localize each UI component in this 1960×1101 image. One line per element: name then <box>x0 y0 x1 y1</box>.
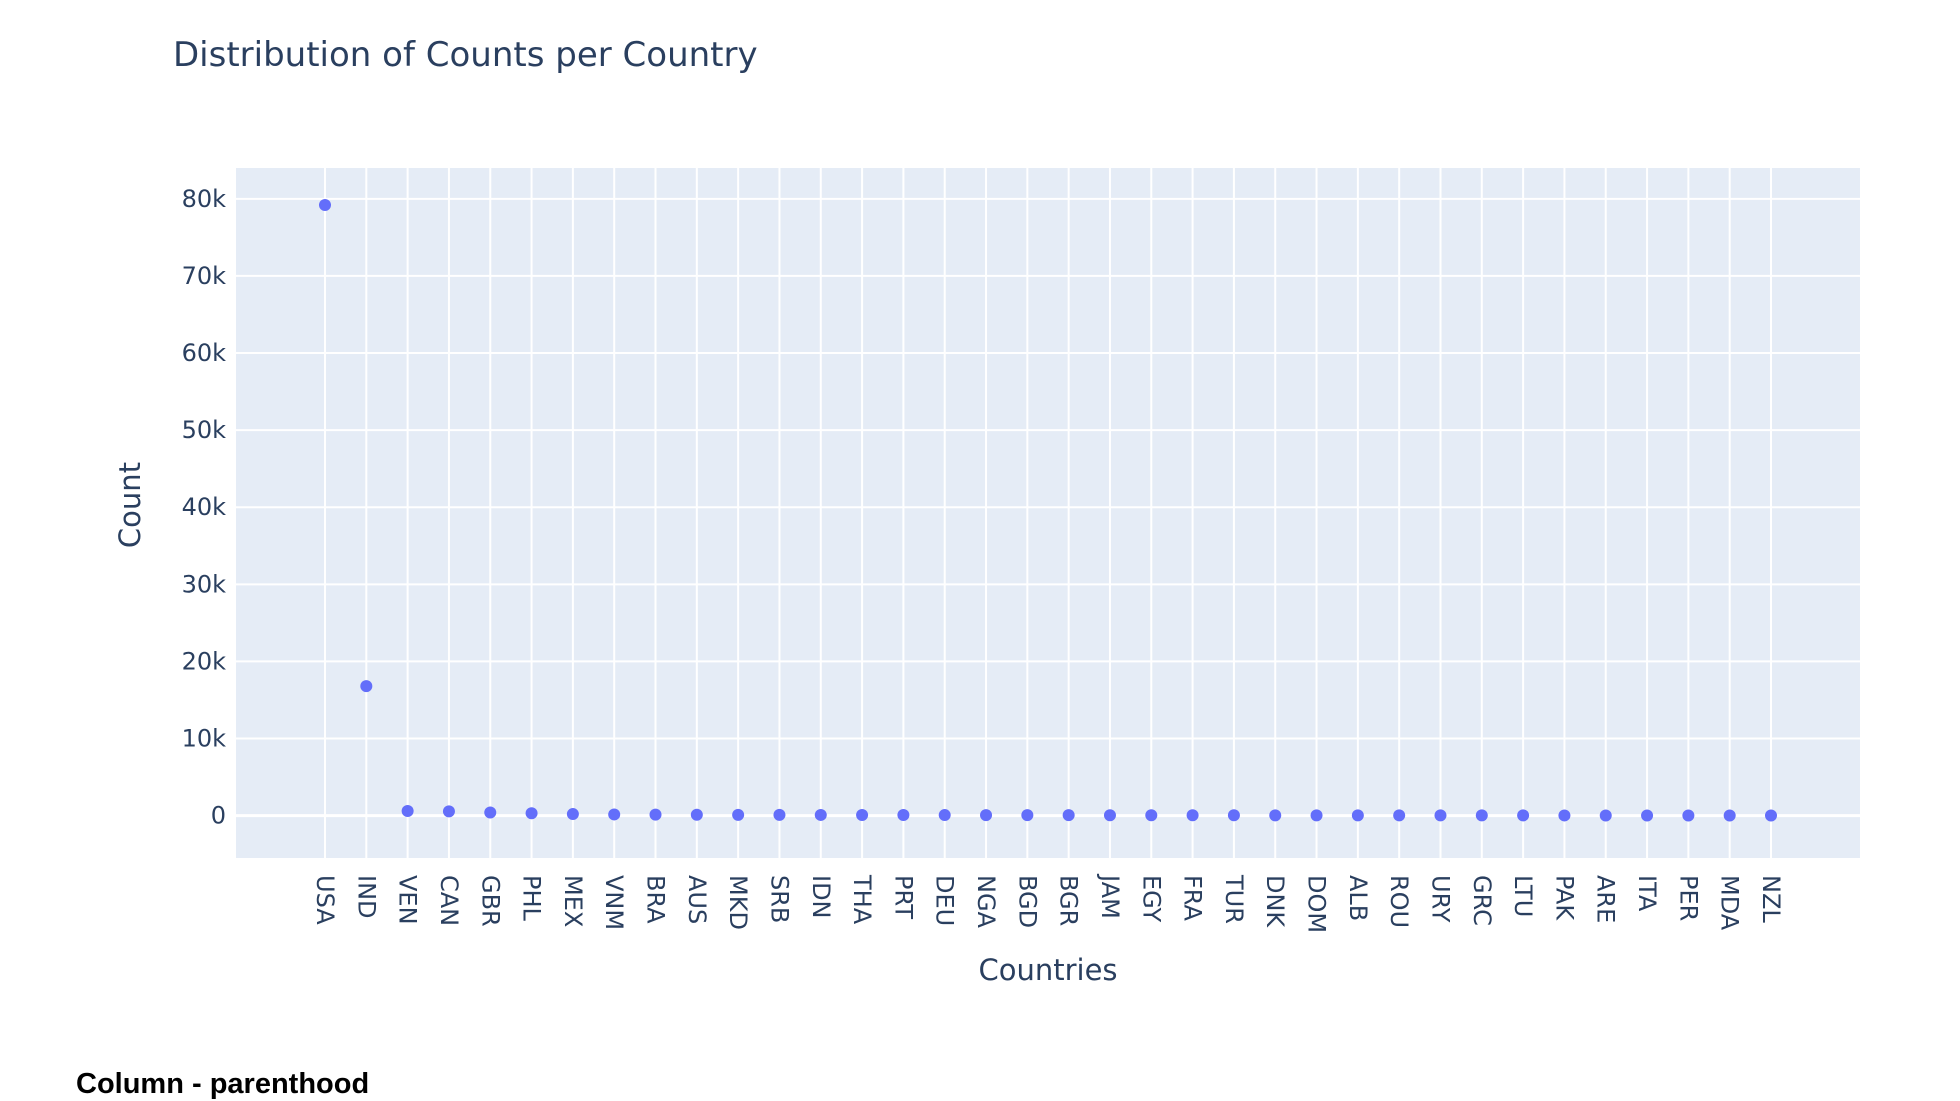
y-tick-label: 30k <box>182 570 227 598</box>
x-tick-label: EGY <box>1137 875 1165 923</box>
x-tick-label: PER <box>1674 875 1702 921</box>
x-tick-label: ITA <box>1633 875 1661 912</box>
x-tick-label: PRT <box>889 875 917 919</box>
data-point-bgr[interactable] <box>1062 809 1075 822</box>
x-tick-label: IDN <box>807 875 835 919</box>
y-tick-label: 0 <box>211 802 226 830</box>
y-tick-label: 50k <box>182 416 227 444</box>
data-point-mkd[interactable] <box>732 808 745 821</box>
data-point-are[interactable] <box>1599 809 1612 822</box>
y-tick-label: 80k <box>182 185 227 213</box>
x-tick-label: LTU <box>1509 875 1537 917</box>
data-point-mda[interactable] <box>1723 809 1736 822</box>
data-point-ury[interactable] <box>1434 809 1447 822</box>
data-point-egy[interactable] <box>1145 809 1158 822</box>
data-point-vnm[interactable] <box>608 808 621 821</box>
data-point-nga[interactable] <box>980 809 993 822</box>
data-point-deu[interactable] <box>938 809 951 822</box>
data-point-srb[interactable] <box>773 808 786 821</box>
x-tick-label: ROU <box>1385 875 1413 928</box>
x-tick-label: MEX <box>559 875 587 927</box>
x-tick-label: TUR <box>1220 874 1248 924</box>
x-tick-label: BRA <box>642 875 670 924</box>
data-point-nzl[interactable] <box>1765 809 1777 822</box>
x-tick-label: MKD <box>724 875 752 930</box>
y-tick-label: 10k <box>182 725 227 753</box>
data-point-dom[interactable] <box>1310 809 1323 822</box>
x-tick-label: ARE <box>1592 875 1620 923</box>
data-point-ind[interactable] <box>360 680 373 693</box>
x-tick-label: GRC <box>1468 875 1496 926</box>
data-point-mex[interactable] <box>566 808 579 821</box>
x-tick-label: VNM <box>600 875 628 930</box>
data-point-pak[interactable] <box>1558 809 1571 822</box>
data-points <box>319 199 1777 822</box>
x-tick-label: CAN <box>435 875 463 926</box>
x-tick-label: IND <box>352 875 380 919</box>
data-point-tha[interactable] <box>856 808 869 821</box>
data-point-ven[interactable] <box>401 804 414 817</box>
y-tick-label: 40k <box>182 493 227 521</box>
plot-area <box>236 168 1860 858</box>
data-point-aus[interactable] <box>690 808 703 821</box>
data-point-dnk[interactable] <box>1269 809 1282 822</box>
x-tick-label: SRB <box>765 875 793 923</box>
x-tick-label: PAK <box>1550 875 1578 921</box>
gridlines <box>236 168 1860 858</box>
x-tick-label: MDA <box>1716 875 1744 931</box>
x-tick-label: DNK <box>1261 875 1289 928</box>
x-tick-label: DEU <box>931 875 959 926</box>
x-tick-label: DOM <box>1303 875 1331 933</box>
column-heading: Column - parenthood <box>76 1068 370 1100</box>
data-point-rou[interactable] <box>1393 809 1406 822</box>
y-axis-label: Count <box>113 462 147 548</box>
x-tick-label: VEN <box>394 875 422 925</box>
x-tick-label: BGR <box>1055 875 1083 926</box>
x-tick-label: NGA <box>972 875 1000 929</box>
data-point-per[interactable] <box>1682 809 1695 822</box>
x-tick-label: AUS <box>683 875 711 924</box>
data-point-alb[interactable] <box>1351 809 1364 822</box>
data-point-jam[interactable] <box>1103 809 1116 822</box>
data-point-bra[interactable] <box>649 808 662 821</box>
x-tick-label: PHL <box>518 875 546 922</box>
data-point-ita[interactable] <box>1641 809 1654 822</box>
y-tick-label: 60k <box>182 339 227 367</box>
y-tick-label: 70k <box>182 262 227 290</box>
chart-title: Distribution of Counts per Country <box>173 35 758 75</box>
x-tick-label: FRA <box>1179 875 1207 922</box>
data-point-fra[interactable] <box>1186 809 1199 822</box>
x-tick-label: GBR <box>476 875 504 927</box>
x-tick-label: USA <box>311 875 339 925</box>
data-point-prt[interactable] <box>897 809 910 822</box>
x-tick-label: THA <box>848 874 876 925</box>
y-axis-ticks: 0 10k 20k 30k 40k 50k 60k 70k 80k <box>182 185 227 830</box>
data-point-gbr[interactable] <box>484 806 497 819</box>
x-tick-label: URY <box>1426 875 1454 923</box>
x-tick-label: BGD <box>1013 875 1041 928</box>
x-tick-label: JAM <box>1096 873 1124 919</box>
data-point-ltu[interactable] <box>1517 809 1530 822</box>
x-axis-label: Countries <box>978 953 1117 987</box>
data-point-usa[interactable] <box>319 199 331 212</box>
x-tick-label: ALB <box>1344 875 1372 921</box>
data-point-can[interactable] <box>442 805 455 818</box>
x-axis-ticks: USA IND VEN CAN GBR PHL MEX VNM BRA AUS MKD SRB IDN T… <box>311 873 1785 933</box>
y-tick-label: 20k <box>182 647 227 675</box>
data-point-grc[interactable] <box>1475 809 1488 822</box>
data-point-tur[interactable] <box>1227 809 1240 822</box>
data-point-phl[interactable] <box>525 807 538 820</box>
data-point-bgd[interactable] <box>1021 809 1034 822</box>
x-tick-label: NZL <box>1757 875 1785 923</box>
data-point-idn[interactable] <box>814 808 827 821</box>
